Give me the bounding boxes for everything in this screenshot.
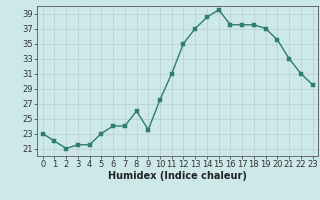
X-axis label: Humidex (Indice chaleur): Humidex (Indice chaleur) (108, 171, 247, 181)
